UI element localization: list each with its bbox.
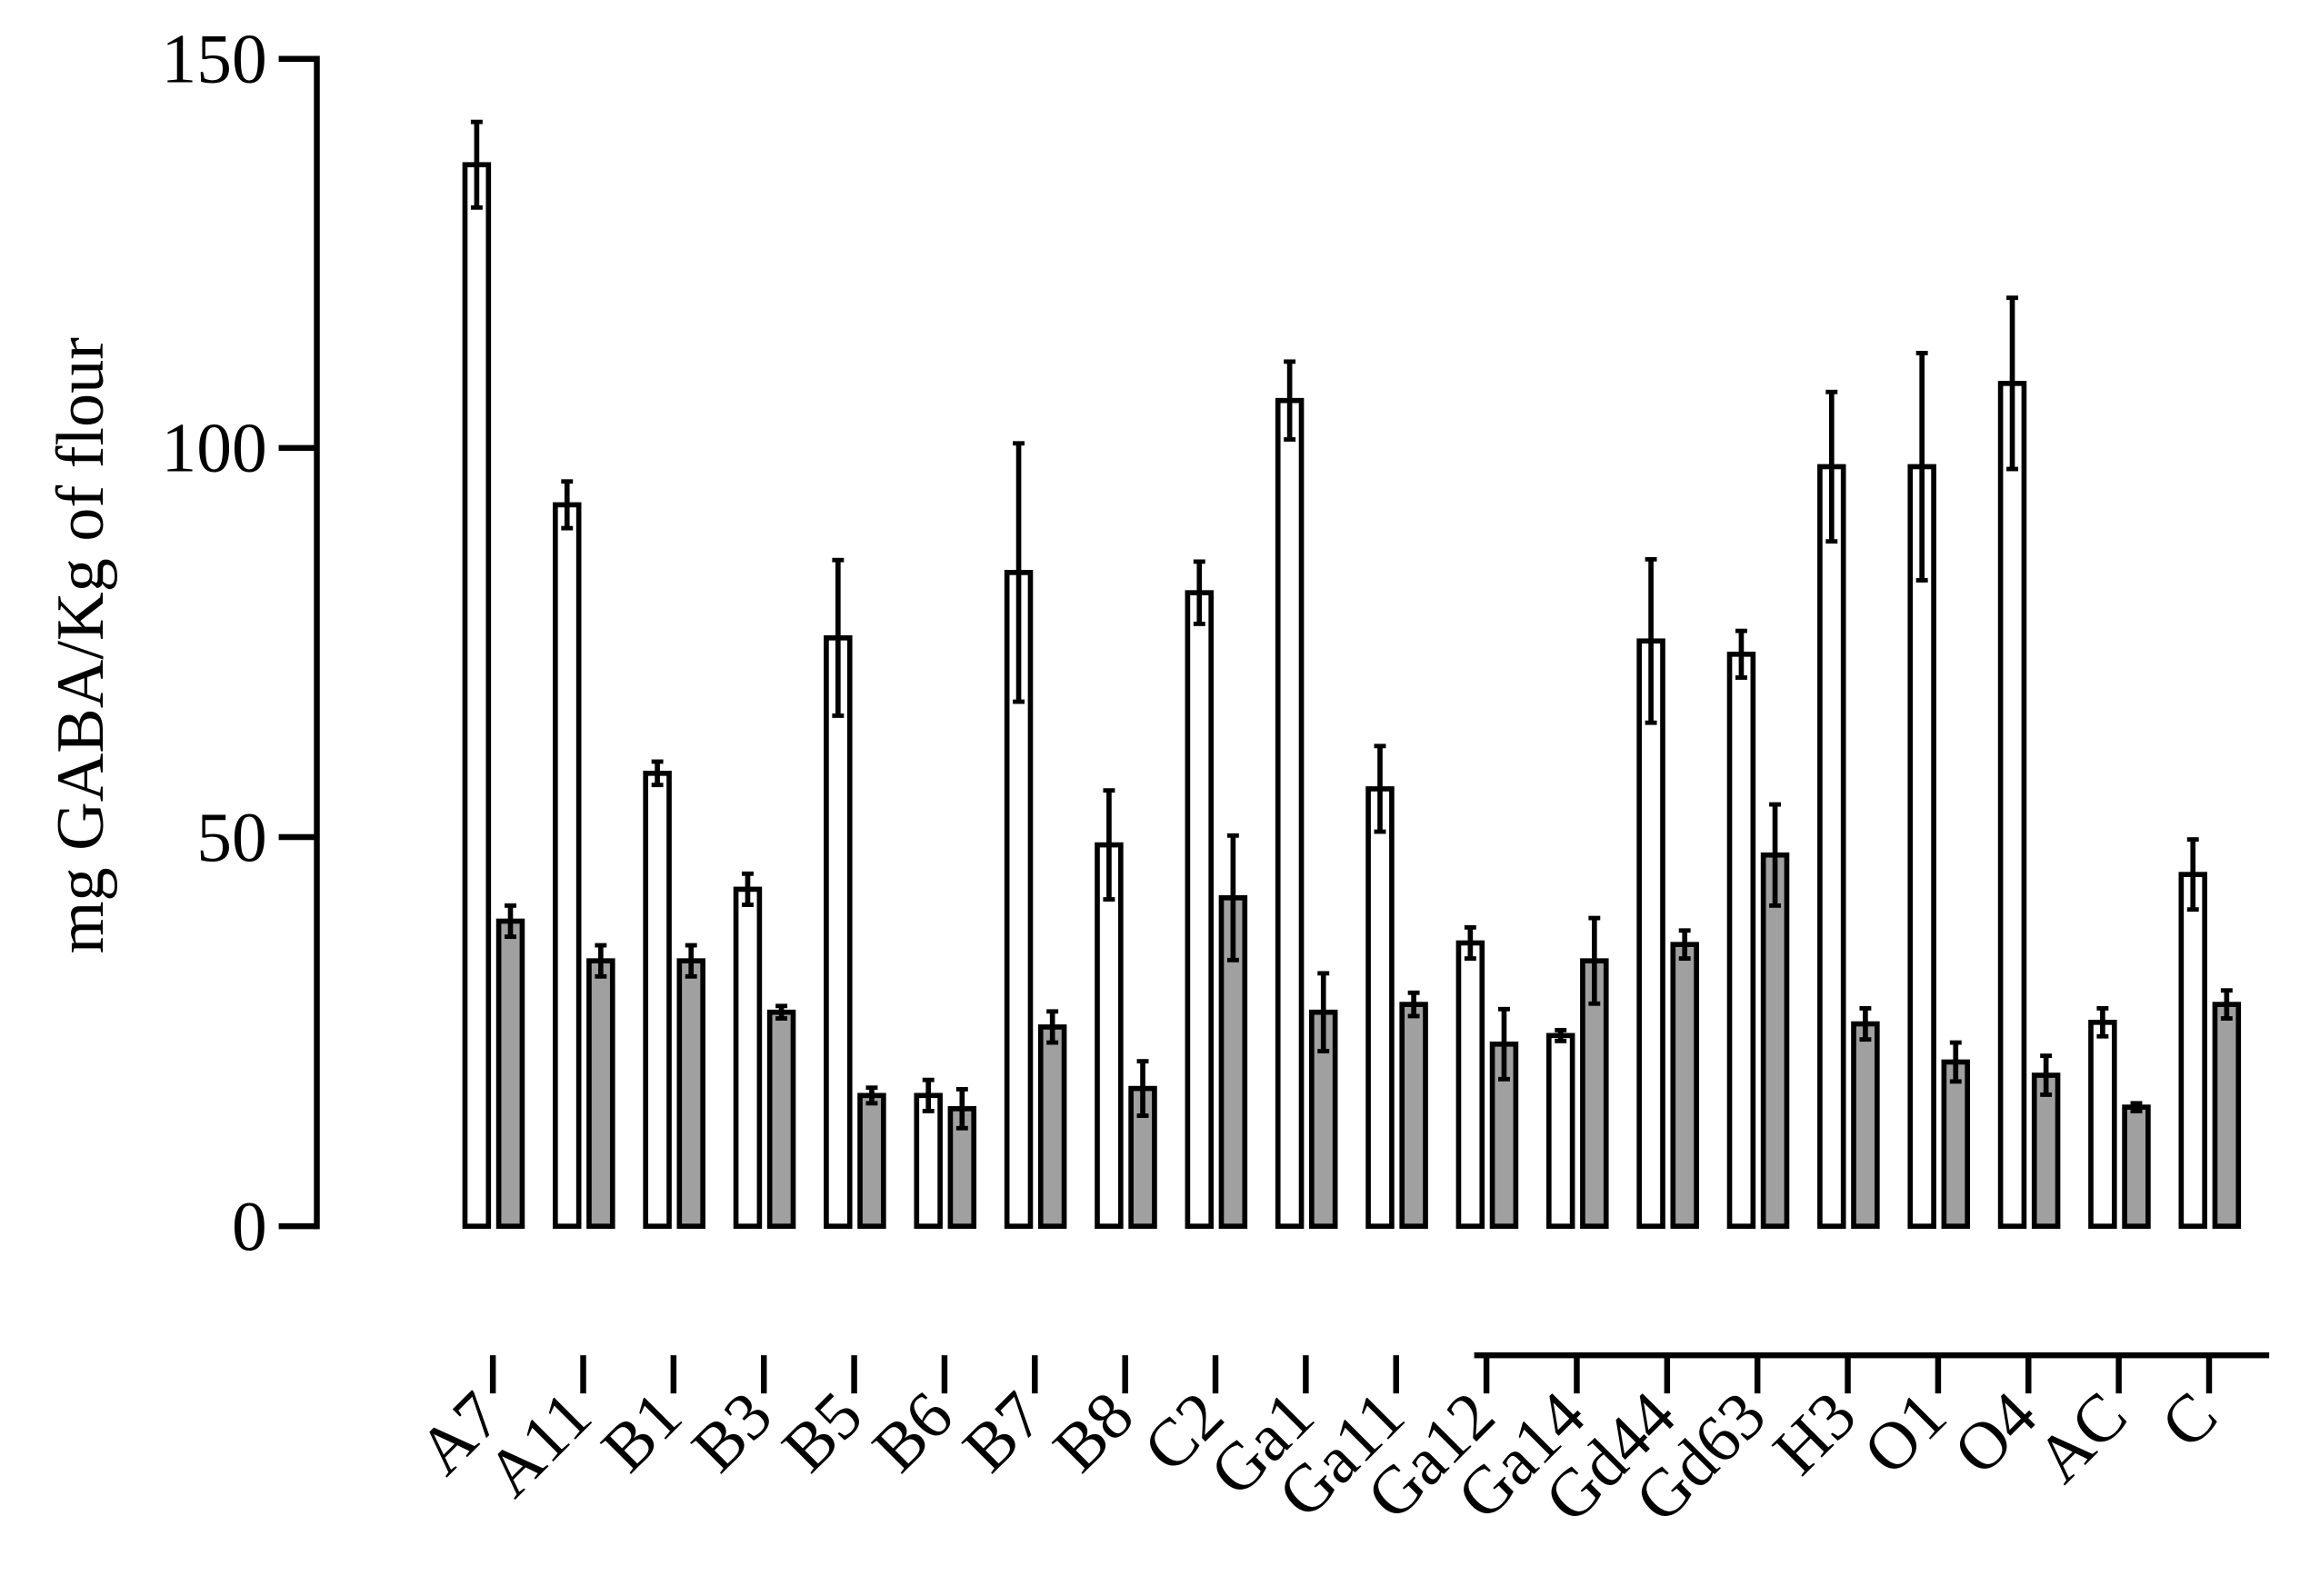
bar — [643, 770, 672, 1229]
bar — [1545, 1032, 1575, 1229]
bar — [676, 958, 705, 1229]
bar — [733, 886, 763, 1229]
bar — [553, 502, 582, 1229]
bar — [2088, 1019, 2117, 1229]
bar — [914, 1092, 943, 1229]
bar — [2122, 1104, 2151, 1229]
y-tick-label: 150 — [162, 20, 267, 98]
bar — [1275, 397, 1305, 1229]
bar — [586, 958, 615, 1229]
bar — [2178, 872, 2207, 1229]
bar — [462, 162, 492, 1229]
bar — [1670, 942, 1699, 1229]
bar — [1095, 842, 1124, 1229]
bar — [1455, 940, 1485, 1229]
bar — [1037, 1024, 1067, 1229]
bar — [1185, 590, 1215, 1229]
bar — [857, 1092, 886, 1229]
bar — [1851, 1021, 1880, 1229]
bar — [1365, 786, 1395, 1229]
y-axis-label: mg GABA/Kg of flour — [44, 337, 118, 954]
bar — [824, 635, 853, 1229]
bar — [1997, 381, 2027, 1229]
y-tick-label: 50 — [196, 798, 266, 876]
bar — [1636, 638, 1665, 1229]
bar — [766, 1009, 796, 1229]
bar — [1489, 1041, 1519, 1229]
bar — [1760, 852, 1790, 1229]
bar — [495, 918, 525, 1229]
x-tick-label: A11 — [473, 1378, 605, 1511]
bar — [1941, 1059, 1971, 1229]
bar — [2212, 1002, 2242, 1229]
y-tick-label: 100 — [162, 409, 267, 487]
y-tick-label: 0 — [232, 1187, 267, 1265]
x-tick-label: AC — [2023, 1378, 2142, 1497]
x-tick-label: C — [2147, 1378, 2232, 1462]
bar — [1817, 464, 1846, 1229]
bar — [1399, 1002, 1428, 1229]
bar — [2031, 1072, 2061, 1229]
bar — [1726, 651, 1756, 1229]
